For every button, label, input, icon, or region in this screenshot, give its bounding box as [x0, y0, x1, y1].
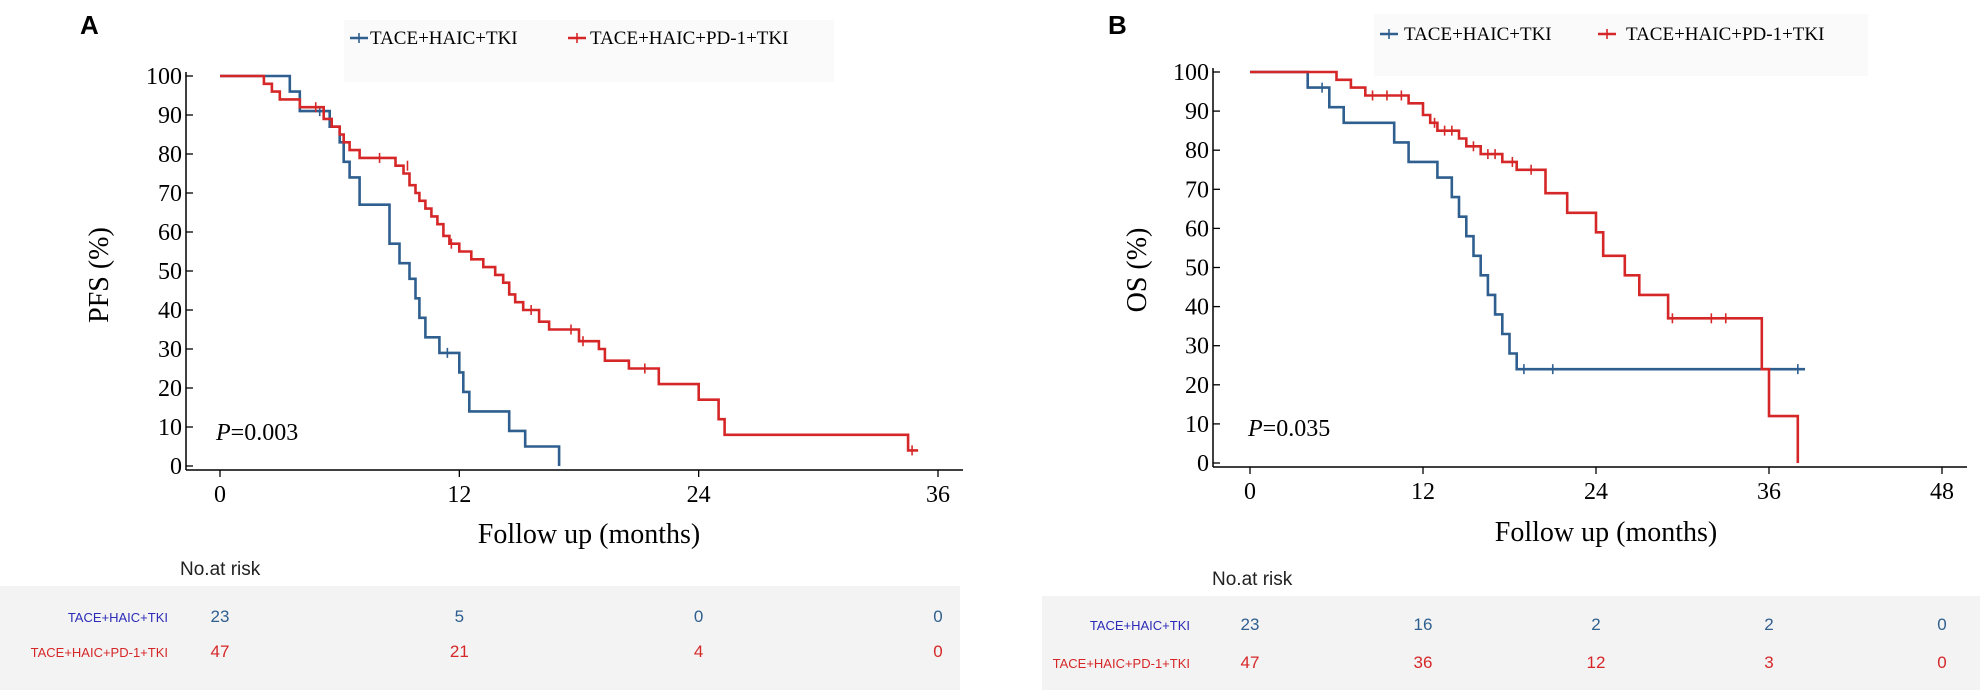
panel-a-legend-bg	[344, 20, 834, 82]
panel-b-risk-value: 3	[1764, 653, 1773, 672]
panel-a-y-axis-title: PFS (%)	[84, 227, 115, 323]
panel-a-risk-value: 0	[694, 607, 703, 626]
panel-b-series-tace-haic-pd1-tki	[1250, 70, 1800, 463]
panel-b-survival-curve	[1250, 70, 1800, 463]
panel-b-risk-value: 0	[1937, 615, 1946, 634]
panel-a-ytick-label: 10	[158, 415, 182, 441]
panel-a-survival-curve	[220, 74, 919, 452]
panel-a-legend-item: TACE+HAIC+PD-1+TKI	[568, 28, 788, 49]
panel-b-risk-value: 12	[1587, 653, 1606, 672]
panel-b-y-axis-title: OS (%)	[1122, 228, 1153, 313]
panel-b-p-symbol: P	[1247, 416, 1263, 442]
panel-b-ytick-label: 80	[1185, 138, 1209, 164]
panel-b-xtick-label: 48	[1930, 479, 1954, 505]
panel-b-letter: B	[1108, 10, 1127, 40]
panel-a-letter: A	[80, 10, 99, 40]
panel-b-legend-bg	[1374, 14, 1868, 76]
panel-a-ytick-label: 100	[146, 64, 182, 90]
panel-b-ytick-label: 30	[1185, 334, 1209, 360]
panel-b-xtick-label: 0	[1244, 479, 1256, 505]
panel-a-xtick-label: 36	[926, 482, 950, 508]
panel-b-ytick-label: 60	[1185, 216, 1209, 242]
panel-b-ytick-label: 40	[1185, 295, 1209, 321]
panel-a-xtick-label: 24	[687, 482, 711, 508]
panel-b-legend-item: TACE+HAIC+PD-1+TKI	[1598, 24, 1824, 45]
panel-b-risk-row-label: TACE+HAIC+PD-1+TKI	[1053, 656, 1190, 671]
panel-a-risk-value: 0	[933, 607, 942, 626]
panel-a-risk-row-label: TACE+HAIC+TKI	[68, 610, 168, 625]
panel-b-risk-value: 23	[1241, 615, 1260, 634]
panel-a-risk-table: No.at risk TACE+HAIC+TKI 23 5 0 0 TACE+HAIC+PD…	[0, 559, 960, 690]
panel-b-legend-label: TACE+HAIC+TKI	[1404, 24, 1552, 45]
panel-a-p-value-text: =0.003	[231, 420, 299, 446]
panel-b-risk-value: 2	[1764, 615, 1773, 634]
panel-b-legend-label: TACE+HAIC+PD-1+TKI	[1626, 24, 1824, 45]
panel-a-ytick-label: 80	[158, 142, 182, 168]
panel-a-risk-row-label: TACE+HAIC+PD-1+TKI	[31, 645, 168, 660]
panel-b-legend-item: TACE+HAIC+TKI	[1380, 24, 1552, 45]
panel-a-ytick-label: 40	[158, 298, 182, 324]
panel-b-risk-table-bg	[1042, 596, 1980, 690]
panel-a-risk-table-bg	[0, 586, 960, 690]
panel-a-ytick-label: 30	[158, 337, 182, 363]
panel-b-x-axis-title: Follow up (months)	[1495, 517, 1717, 548]
panel-b-ytick-label: 90	[1185, 99, 1209, 125]
panel-a-legend-label: TACE+HAIC+PD-1+TKI	[590, 28, 788, 49]
panel-b-ytick-label: 70	[1185, 177, 1209, 203]
panel-b-risk-row-label: TACE+HAIC+TKI	[1090, 618, 1190, 633]
panel-a-risk-value: 0	[933, 642, 942, 661]
panel-a-xtick-label: 12	[447, 482, 471, 508]
panel-b-xtick-label: 12	[1411, 479, 1435, 505]
panel-b-survival-curve	[1250, 70, 1805, 371]
panel-b-risk-value: 2	[1591, 615, 1600, 634]
panel-a-risk-value: 5	[455, 607, 464, 626]
panel-b-p-value: P=0.035	[1247, 416, 1330, 442]
panel-a-ytick-label: 0	[170, 454, 182, 480]
panel-a-risk-value: 4	[694, 642, 703, 661]
panel-b-ytick-label: 50	[1185, 256, 1209, 282]
panel-a-p-symbol: P	[215, 420, 231, 446]
panel-a-ytick-label: 50	[158, 259, 182, 285]
panel-a-risk-value: 23	[211, 607, 230, 626]
panel-b-risk-value: 47	[1241, 653, 1260, 672]
panel-b-xtick-label: 36	[1757, 479, 1781, 505]
panel-b-ytick-label: 0	[1197, 451, 1209, 477]
panel-a-series-tace-haic-pd1-tki	[220, 74, 919, 456]
panel-b-risk-value: 36	[1414, 653, 1433, 672]
panel-a-ytick-label: 60	[158, 220, 182, 246]
panel-b-ytick-label: 100	[1173, 60, 1209, 86]
panel-a-ytick-label: 20	[158, 376, 182, 402]
panel-b-risk-table-title: No.at risk	[1212, 569, 1293, 590]
panel-a-ytick-label: 90	[158, 103, 182, 129]
panel-a-survival-curve	[220, 74, 561, 466]
panel-b-ytick-label: 20	[1185, 373, 1209, 399]
panel-a-risk-value: 47	[211, 642, 230, 661]
panel-b-xtick-label: 24	[1584, 479, 1608, 505]
panel-a-xtick-label: 0	[214, 482, 226, 508]
panel-a-ytick-label: 70	[158, 181, 182, 207]
panel-a-risk-table-title: No.at risk	[180, 559, 261, 580]
panel-a-p-value: P=0.003	[215, 420, 298, 446]
panel-a-x-axis-title: Follow up (months)	[478, 519, 700, 550]
panel-a-legend-label: TACE+HAIC+TKI	[370, 28, 518, 49]
panel-b-risk-value: 16	[1414, 615, 1433, 634]
panel-b-series-tace-haic-tki	[1250, 70, 1805, 375]
panel-b-risk-value: 0	[1937, 653, 1946, 672]
panel-a-risk-value: 21	[450, 642, 469, 661]
panel-a-legend-item: TACE+HAIC+TKI	[350, 28, 518, 49]
panel-b-p-value-text: =0.035	[1263, 416, 1331, 442]
panel-a-series-tace-haic-tki	[220, 74, 561, 466]
panel-b-ytick-label: 10	[1185, 412, 1209, 438]
panel-b-risk-table: No.at risk TACE+HAIC+TKI 23 16 2 2 0 TACE+HAIC+…	[1042, 569, 1980, 690]
